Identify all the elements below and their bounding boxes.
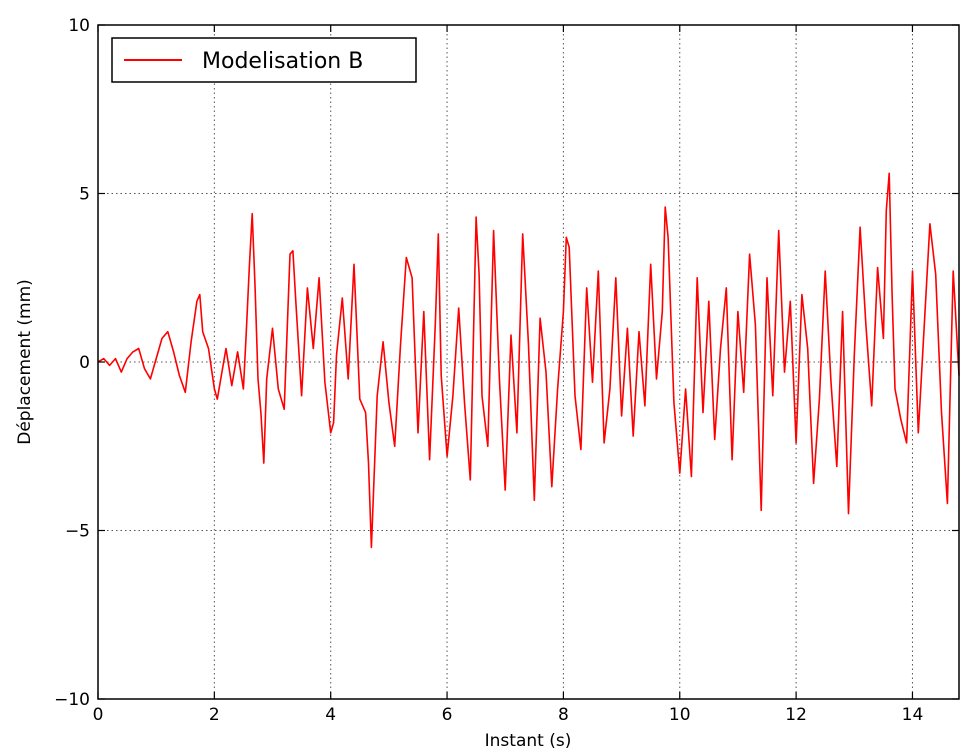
series-line-modelisation-b (97, 172, 960, 549)
y-tick-label: 10 (68, 16, 90, 36)
x-tick-labels: 0 2 4 6 8 10 12 14 (93, 705, 924, 725)
axis-ticks (97, 24, 959, 700)
legend-label: Modelisation B (202, 49, 363, 74)
x-tick-label: 0 (93, 705, 104, 725)
y-tick-label: −5 (65, 522, 90, 542)
legend: Modelisation B (111, 37, 417, 83)
x-tick-label: 6 (442, 705, 453, 725)
y-tick-label: 5 (79, 185, 90, 205)
y-tick-label: −10 (54, 690, 90, 710)
x-tick-label: 10 (669, 705, 691, 725)
y-tick-label: 0 (79, 353, 90, 373)
x-tick-label: 8 (558, 705, 569, 725)
y-tick-labels: −10 −5 0 5 10 (54, 16, 90, 710)
x-tick-label: 14 (902, 705, 924, 725)
x-axis-label: Instant (s) (485, 731, 572, 751)
x-tick-label: 12 (785, 705, 807, 725)
x-tick-label: 2 (209, 705, 220, 725)
series-layer (97, 172, 960, 549)
x-tick-label: 4 (325, 705, 336, 725)
y-axis-label: Déplacement (mm) (15, 279, 35, 445)
